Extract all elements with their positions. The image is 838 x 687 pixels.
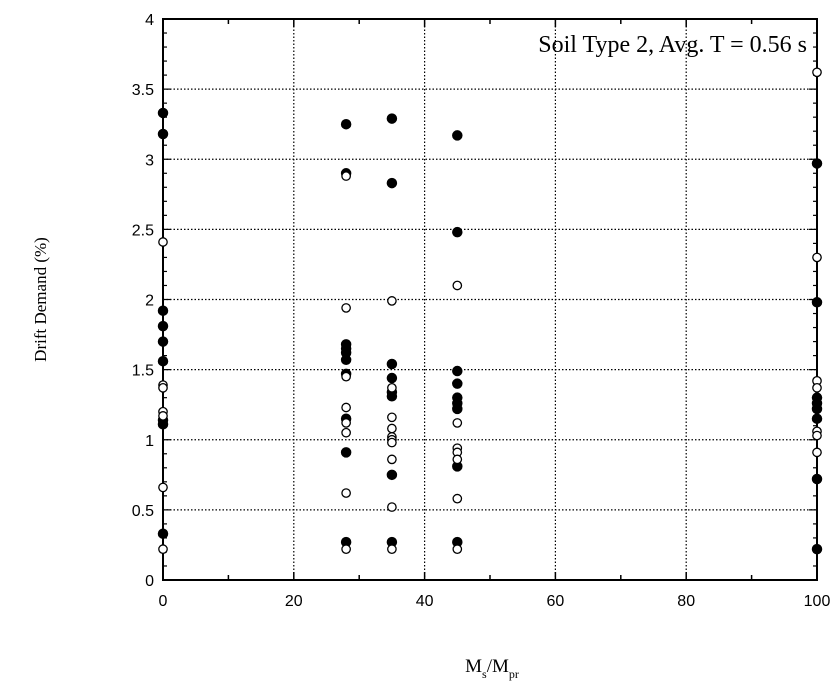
open-data-point [341,418,351,428]
open-data-point [812,67,822,78]
filled-data-point [386,113,398,124]
filled-data-point [157,528,169,539]
open-data-point [812,383,822,393]
x-axis-label-sub1: s [482,667,487,681]
open-data-point [387,502,397,512]
open-data-point [158,544,168,554]
open-data-point [158,383,168,393]
filled-data-point [811,413,823,424]
open-data-point [387,454,397,465]
y-tick-label: 0 [145,573,154,590]
filled-data-point [340,447,352,458]
x-tick-label: 0 [159,593,168,610]
filled-data-point [452,365,463,377]
open-data-point [341,488,351,498]
filled-data-point [811,158,823,169]
open-data-point [452,454,463,465]
x-tick-label: 20 [285,593,303,610]
chart-annotation: Soil Type 2, Avg. T = 0.56 s [538,32,807,58]
filled-data-point [386,469,398,481]
filled-data-point [452,378,463,389]
open-data-point [812,252,822,263]
open-data-point [452,280,463,291]
open-data-point [452,418,463,428]
filled-data-point [452,130,463,141]
grid-lines [163,19,817,580]
open-data-point [452,544,463,554]
open-data-point [387,296,397,306]
filled-data-point [340,118,352,130]
open-data-point [387,437,397,448]
filled-data-point [811,543,823,555]
filled-data-point [157,305,169,316]
filled-data-point [157,320,169,332]
open-data-point [812,430,822,441]
x-tick-label: 80 [677,593,695,610]
filled-data-point [811,473,823,485]
filled-data-point [386,391,398,402]
open-data-point [387,544,397,554]
open-data-point [341,303,351,313]
open-data-point [158,482,168,493]
filled-data-point [452,226,463,238]
filled-data-point [157,128,169,140]
filled-data-point [157,107,169,119]
open-data-point [158,411,168,421]
x-axis-label: Ms/Mpr [465,656,519,681]
x-axis-label-sub2: pr [509,667,519,681]
open-data-point [158,237,168,247]
open-data-point [341,371,351,382]
x-tick-label: 40 [416,593,434,610]
filled-data-point [157,336,169,347]
y-tick-label: 2.5 [132,222,154,239]
filled-data-point [386,372,398,384]
open-data-point [341,402,351,413]
y-tick-label: 1 [145,433,154,450]
data-points [157,67,823,555]
y-tick-label: 2 [145,293,154,310]
y-tick-label: 0.5 [132,503,154,520]
filled-data-point [386,177,398,189]
open-data-point [341,544,351,554]
x-tick-label: 100 [804,593,831,610]
open-data-point [452,493,463,504]
y-tick-label: 4 [145,12,154,29]
x-axis-label-main: M [465,656,482,677]
filled-data-point [340,354,352,366]
filled-data-point [811,403,823,415]
x-tick-label: 60 [547,593,565,610]
filled-data-point [811,297,823,308]
open-data-point [341,171,351,181]
open-data-point [812,447,822,458]
y-axis-label: Drift Demand (%) [31,237,50,362]
filled-data-point [157,355,169,367]
open-data-point [387,412,397,423]
open-data-point [387,423,397,434]
y-tick-label: 3 [145,152,154,169]
tick-labels: 0 20 40 60 80 100 0 0.5 1 1.5 2 2.5 3 3.5 4 [132,12,831,610]
open-data-point [387,383,397,393]
y-tick-label: 3.5 [132,82,154,99]
open-data-point [341,427,351,438]
filled-data-point [157,419,169,430]
y-tick-label: 1.5 [132,363,154,380]
filled-data-point [386,358,398,370]
x-axis-label-slash: /M [487,656,509,677]
filled-data-point [452,403,463,415]
